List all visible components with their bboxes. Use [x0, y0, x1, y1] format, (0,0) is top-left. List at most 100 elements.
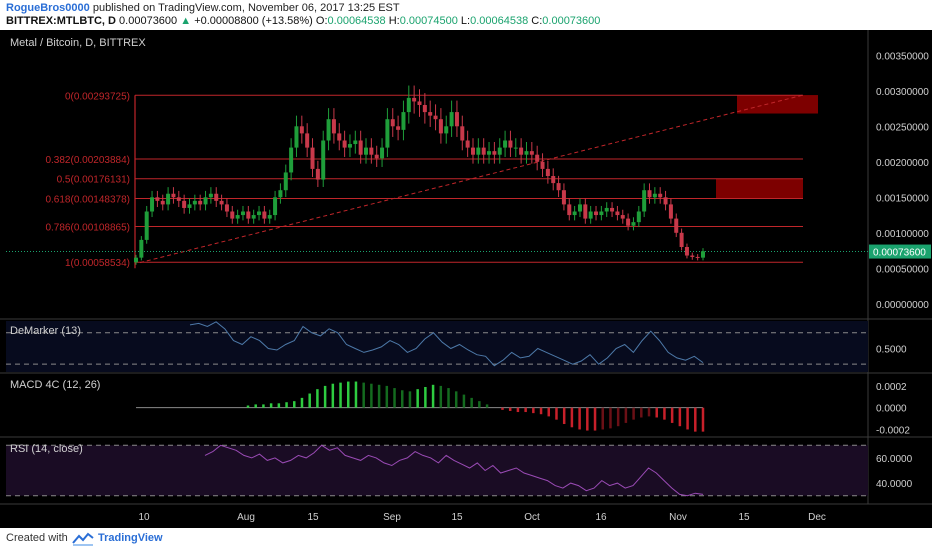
candle-body [487, 151, 492, 155]
publish-line: RogueBros0000 published on TradingView.c… [6, 2, 400, 14]
candle-body [251, 215, 256, 219]
low-value: 0.00064538 [470, 15, 529, 27]
rsi-title: RSI (14, close) [10, 443, 83, 455]
time-tick-label: Nov [669, 512, 687, 523]
candle-body [492, 151, 497, 155]
candle-body [454, 112, 459, 127]
candle-body [674, 218, 679, 233]
candle-body [219, 200, 224, 205]
close-value: 0.00073600 [542, 15, 601, 27]
candle-body [412, 97, 417, 102]
price-tick-label: 0.00350000 [876, 51, 929, 62]
candle-body [203, 197, 208, 205]
last-price-tag-label: 0.00073600 [873, 248, 926, 259]
candle-body [604, 207, 609, 212]
chart-area[interactable]: Metal / Bitcoin, D, BITTREX 0(0.00293725)… [0, 30, 932, 528]
candle-body [588, 211, 593, 219]
trend-line [139, 94, 804, 264]
rsi-tick-label: 40.0000 [876, 479, 913, 490]
candle-body [620, 215, 625, 219]
candle-body [615, 211, 620, 216]
candle-body [144, 211, 149, 240]
candle-body [577, 204, 582, 212]
candle-body [347, 144, 352, 148]
candle-body [701, 251, 705, 258]
ohlc-line: BITTREX:MTLBTC, D 0.00073600 ▲ +0.000088… [6, 15, 600, 27]
candle-body [551, 176, 556, 184]
demarker-series-line [189, 321, 704, 367]
candle-body [134, 257, 138, 263]
candle-body [561, 190, 566, 205]
candle-body [583, 204, 588, 219]
last-price-tag [869, 244, 931, 259]
candle-body [417, 101, 422, 105]
candle-body [273, 197, 278, 216]
candle-body [353, 140, 358, 145]
candle-body [428, 112, 433, 116]
candle-body [594, 211, 599, 216]
demarker-tick-label: 0.5000 [876, 344, 907, 355]
candle-body [556, 183, 561, 191]
candle-body [171, 193, 176, 198]
candle-body [240, 211, 245, 216]
candle-body [166, 193, 171, 205]
fib-level-label: 0.382(0.00203884) [45, 155, 130, 166]
resistance-zone [716, 178, 803, 199]
fib-level-label: 0(0.00293725) [65, 91, 130, 102]
time-tick-label: Oct [524, 512, 540, 523]
candle-body [684, 247, 689, 256]
candle-body [438, 119, 443, 134]
candle-body [390, 119, 395, 127]
time-tick-label: 16 [595, 512, 607, 523]
candle-body [310, 147, 315, 169]
candle-body [192, 200, 197, 205]
price-tick-label: 0.00250000 [876, 122, 929, 133]
resistance-zone [737, 95, 818, 114]
chart-svg[interactable]: Metal / Bitcoin, D, BITTREX 0(0.00293725)… [0, 30, 932, 528]
created-with-label: Created with [6, 532, 68, 544]
time-tick-label: 10 [138, 512, 150, 523]
tradingview-logo-icon [72, 532, 94, 546]
fib-level-label: 0.5(0.00176131) [57, 175, 130, 186]
rsi-band-background [6, 445, 868, 496]
time-tick-label: 15 [451, 512, 463, 523]
candle-body [283, 172, 288, 191]
candle-body [631, 222, 636, 226]
candle-body [369, 147, 374, 155]
low-label: L: [460, 15, 471, 27]
fib-level-label: 0.786(0.00108865) [45, 223, 130, 234]
candle-body [668, 204, 673, 219]
candle-body [342, 140, 347, 148]
candle-body [652, 193, 657, 198]
fib-level-label: 1(0.00058534) [65, 258, 130, 269]
candle-body [262, 211, 267, 219]
price-tick-label: 0.00200000 [876, 158, 929, 169]
candle-body [326, 119, 331, 141]
time-tick-label: Aug [237, 512, 255, 523]
candle-body [519, 147, 524, 155]
candle-body [246, 211, 251, 219]
candle-body [503, 140, 508, 148]
price-tick-label: 0.00300000 [876, 87, 929, 98]
price-pane-title: Metal / Bitcoin, D, BITTREX [10, 37, 146, 49]
candle-body [444, 126, 449, 134]
rsi-tick-label: 60.0000 [876, 454, 913, 465]
candle-body [460, 126, 465, 141]
author-link[interactable]: RogueBros0000 [6, 2, 90, 14]
tradingview-brand-link[interactable]: TradingView [98, 532, 163, 544]
chart-header: RogueBros0000 published on TradingView.c… [0, 0, 932, 30]
candle-body [567, 204, 572, 216]
price-tick-label: 0.00150000 [876, 193, 929, 204]
candle-body [321, 140, 326, 180]
candle-body [481, 147, 486, 155]
time-tick-label: 15 [738, 512, 750, 523]
candle-body [433, 115, 438, 120]
change-up-icon: ▲ [180, 15, 192, 27]
candle-body [476, 147, 481, 155]
candle-body [572, 211, 577, 216]
time-tick-label: Dec [808, 512, 826, 523]
candle-body [401, 112, 406, 130]
candle-body [305, 133, 310, 148]
candle-body [364, 147, 369, 155]
candle-body [155, 197, 160, 201]
